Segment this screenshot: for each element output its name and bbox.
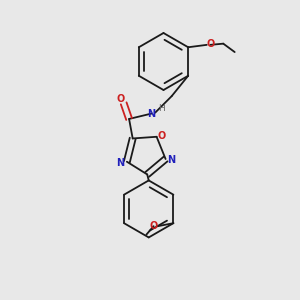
Text: N: N <box>148 109 156 118</box>
Text: N: N <box>167 155 175 165</box>
Text: O: O <box>157 130 166 141</box>
Text: O: O <box>117 94 125 104</box>
Text: O: O <box>149 221 158 232</box>
Text: O: O <box>206 39 214 49</box>
Text: N: N <box>116 158 124 168</box>
Text: H: H <box>158 104 165 112</box>
